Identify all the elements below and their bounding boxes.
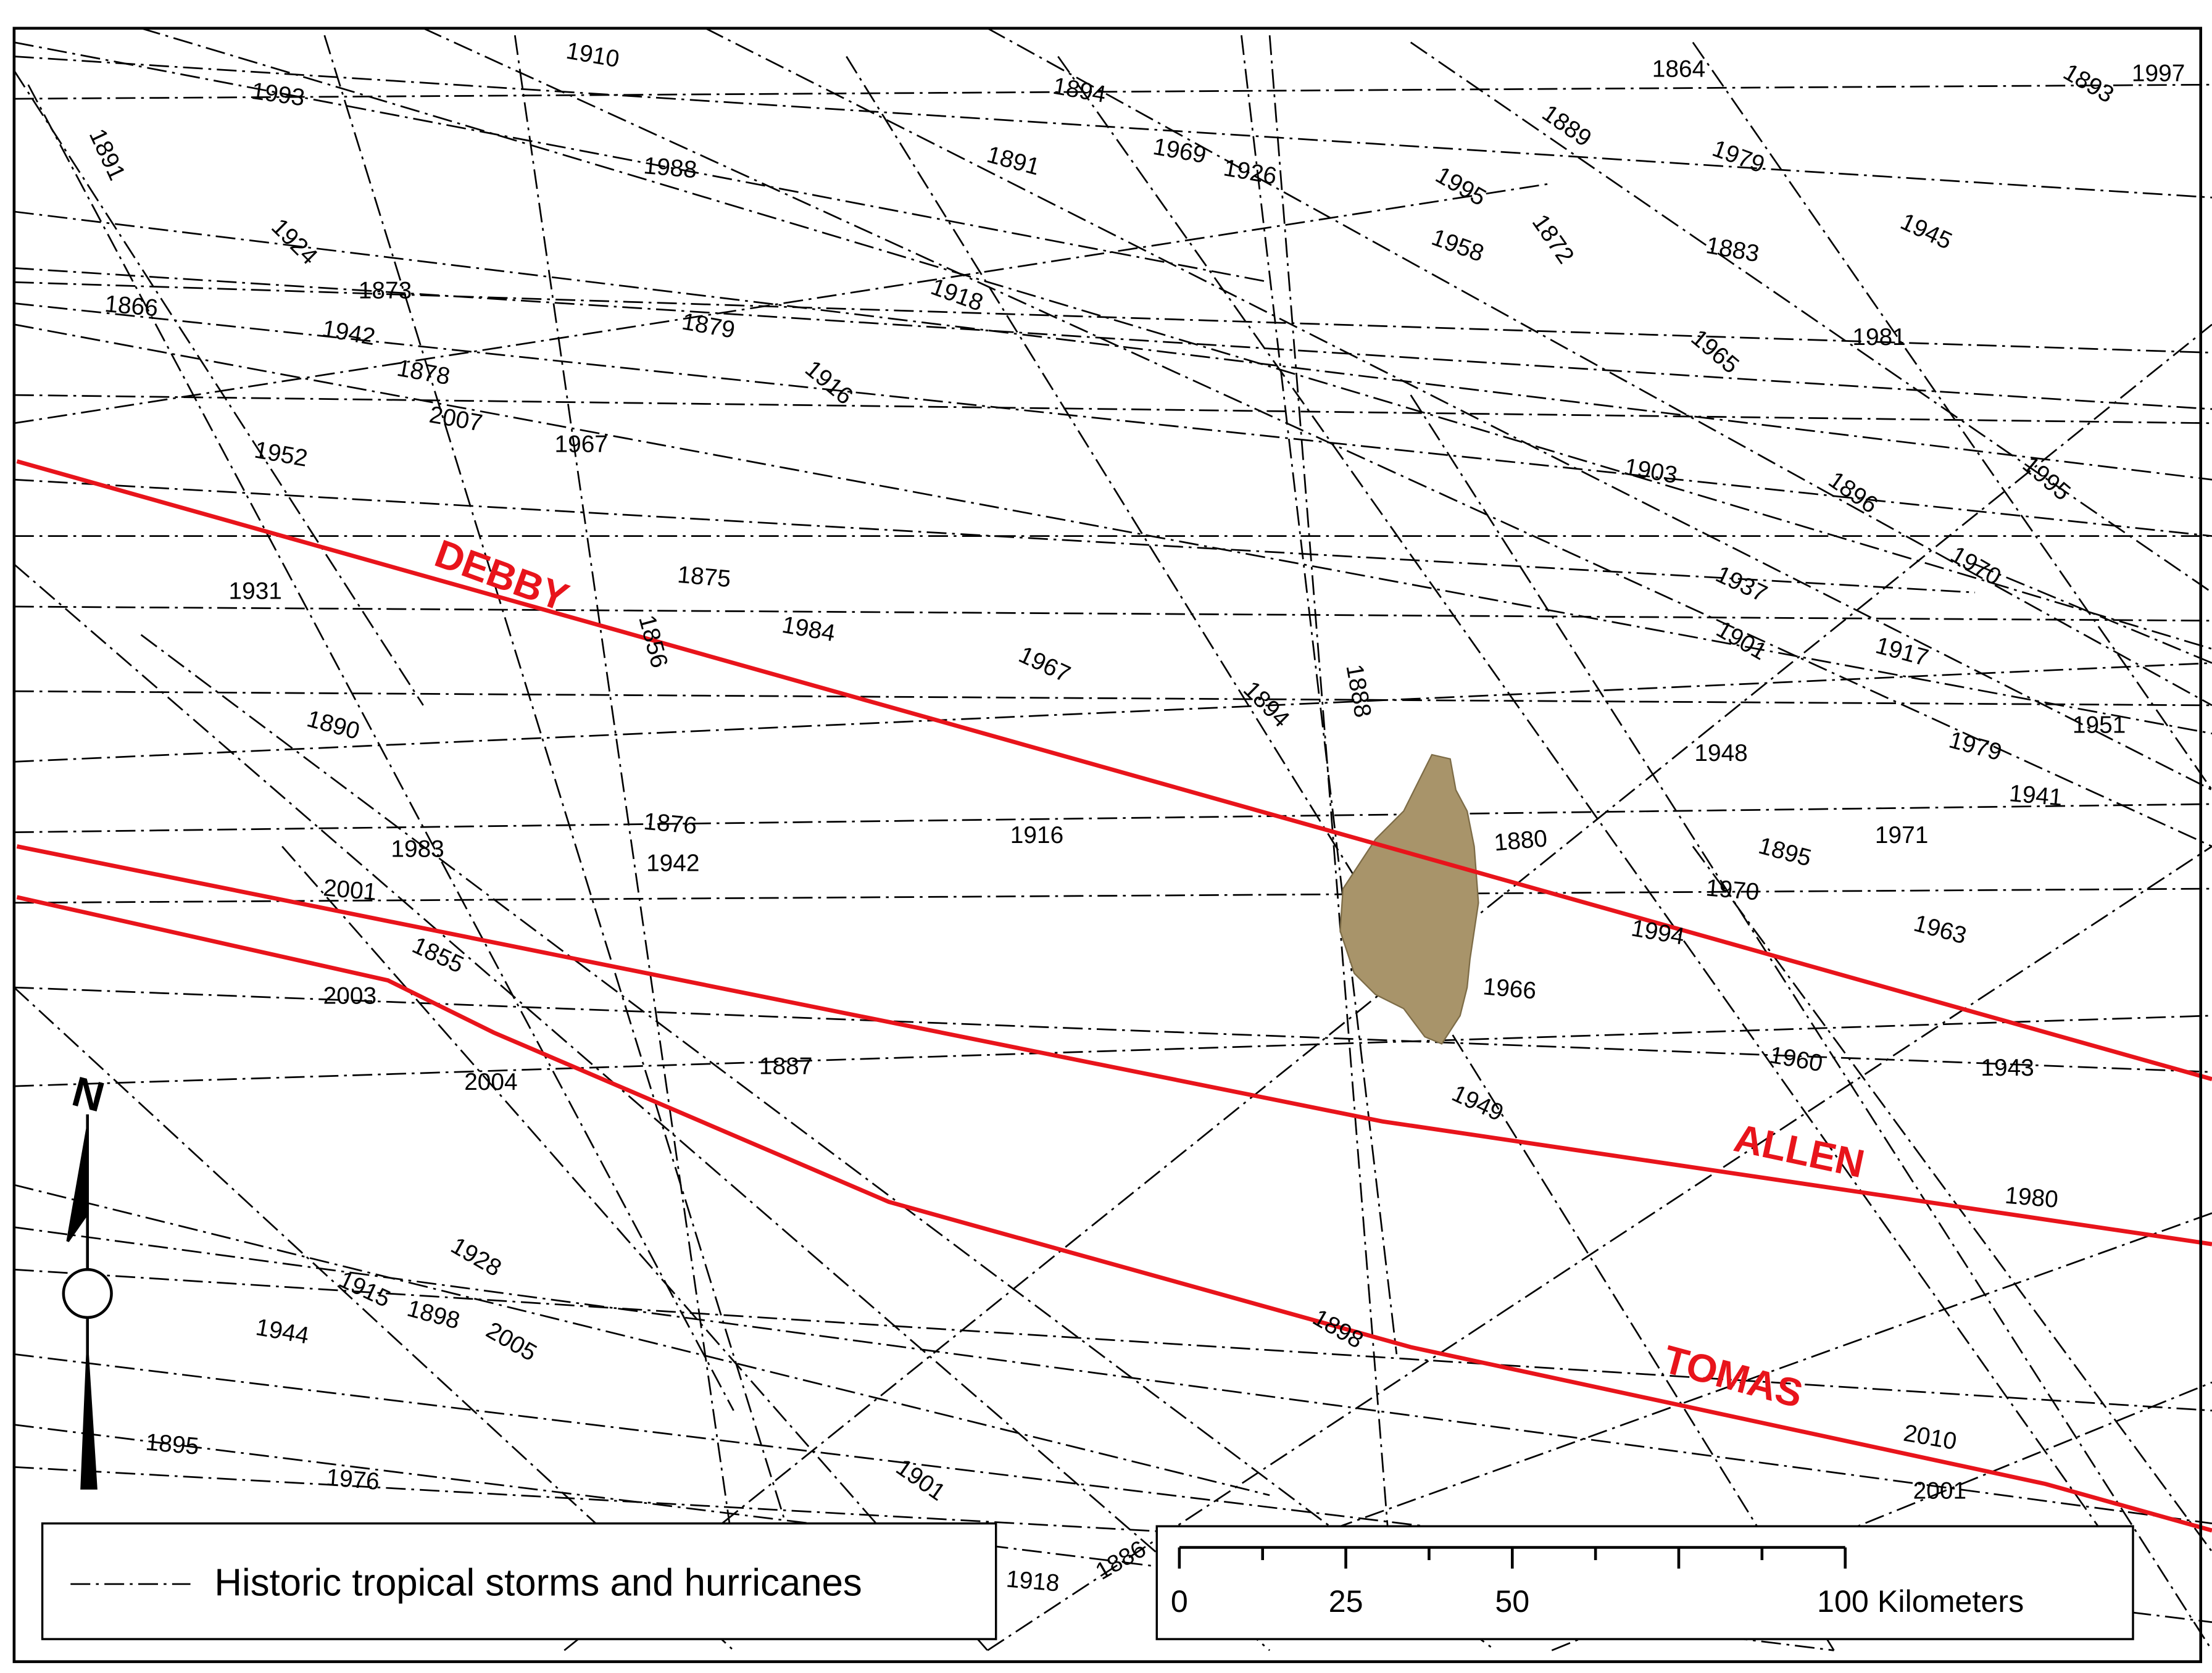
named-storm-tracks — [16, 459, 2212, 1533]
year-label: 1941 — [2008, 780, 2064, 811]
legend: Historic tropical storms and hurricanes — [41, 1522, 997, 1640]
year-label: 2003 — [323, 982, 376, 1009]
year-label: 1948 — [1694, 740, 1747, 766]
year-label: 1951 — [2073, 712, 2126, 738]
year-label: 1918 — [1005, 1566, 1060, 1596]
storm-track — [14, 1466, 1270, 1538]
storm-track — [514, 35, 734, 1552]
storm-track — [705, 27, 2212, 791]
storm-track — [14, 83, 2212, 100]
year-label: 1916 — [1010, 822, 1063, 849]
scale-bar: 0 25 50 100 Kilometers — [1155, 1525, 2134, 1640]
storm-track — [1974, 563, 2212, 664]
year-label: 1980 — [2004, 1182, 2060, 1213]
storm-track — [14, 182, 1552, 425]
map-frame — [12, 27, 2202, 1663]
storm-track — [14, 803, 2212, 834]
year-label: 1943 — [1981, 1055, 2034, 1081]
year-label: 1875 — [676, 562, 732, 592]
year-label: 1873 — [359, 277, 412, 304]
storm-track — [14, 478, 1976, 594]
year-label: 1931 — [229, 578, 282, 604]
storm-track — [1692, 845, 2212, 1553]
year-label: 1876 — [642, 808, 698, 839]
allen-track — [16, 844, 2212, 1247]
storm-track — [14, 605, 2212, 622]
year-label: 1880 — [1493, 825, 1549, 856]
year-label: 1887 — [759, 1053, 812, 1080]
storm-track — [14, 41, 1270, 283]
storm-track — [423, 27, 2212, 847]
storm-track — [1269, 1212, 2212, 1553]
year-label: 1970 — [1705, 874, 1760, 905]
year-label: 1988 — [642, 152, 698, 183]
storm-track — [1241, 35, 1398, 1355]
storm-track — [987, 845, 2212, 1651]
storm-track — [14, 1015, 2212, 1087]
year-label: 1895 — [144, 1429, 200, 1460]
storm-track — [1057, 56, 2117, 1553]
storm-track — [14, 56, 2212, 199]
storm-track — [14, 1268, 2212, 1412]
year-label: 1976 — [325, 1464, 381, 1495]
year-label: 1997 — [2132, 60, 2185, 86]
year-label: 1967 — [555, 431, 608, 458]
storm-track — [281, 845, 989, 1651]
year-label: 1981 — [1852, 324, 1905, 351]
storm-track — [14, 302, 2212, 538]
storm-track — [987, 27, 2212, 707]
tomas-track — [16, 895, 2212, 1533]
year-label: 2004 — [464, 1069, 517, 1095]
storm-track — [13, 563, 1271, 1651]
year-label: 2001 — [1913, 1478, 1966, 1505]
scale-unit-label: 100 Kilometers — [1817, 1584, 2024, 1619]
storm-track — [846, 56, 1835, 1651]
year-label: 1966 — [1482, 973, 1537, 1004]
year-label: 1866 — [104, 291, 159, 322]
year-label: 1971 — [1875, 822, 1928, 849]
storm-track — [1692, 41, 2212, 791]
storm-track — [14, 690, 2212, 707]
scale-label: 25 — [1329, 1584, 1363, 1619]
storm-track — [14, 267, 2212, 410]
storm-track — [1410, 41, 2212, 594]
storm-track — [1268, 35, 1391, 1552]
year-label: 1983 — [391, 836, 444, 863]
year-label: 1942 — [646, 850, 699, 876]
storm-track — [14, 986, 2212, 1073]
storm-track — [14, 394, 2212, 425]
storm-track — [323, 35, 791, 1538]
year-label: 2001 — [322, 874, 378, 905]
storm-track — [140, 634, 1496, 1651]
storm-track — [1410, 394, 2212, 1651]
storm-track — [13, 70, 424, 706]
storm-track — [14, 210, 2212, 481]
debby-track — [16, 459, 2212, 1081]
storm-track — [14, 1184, 1270, 1497]
scale-label: 0 — [1171, 1584, 1188, 1619]
storm-track — [14, 887, 2212, 904]
year-label: 1864 — [1652, 56, 1705, 83]
storm-track — [27, 84, 734, 1411]
legend-label: Historic tropical storms and hurricanes — [214, 1562, 862, 1605]
storm-track — [141, 27, 2212, 650]
storm-track — [14, 323, 2212, 734]
storm-track — [14, 1226, 2212, 1525]
scale-label: 50 — [1495, 1584, 1529, 1619]
island — [1339, 753, 1479, 1045]
